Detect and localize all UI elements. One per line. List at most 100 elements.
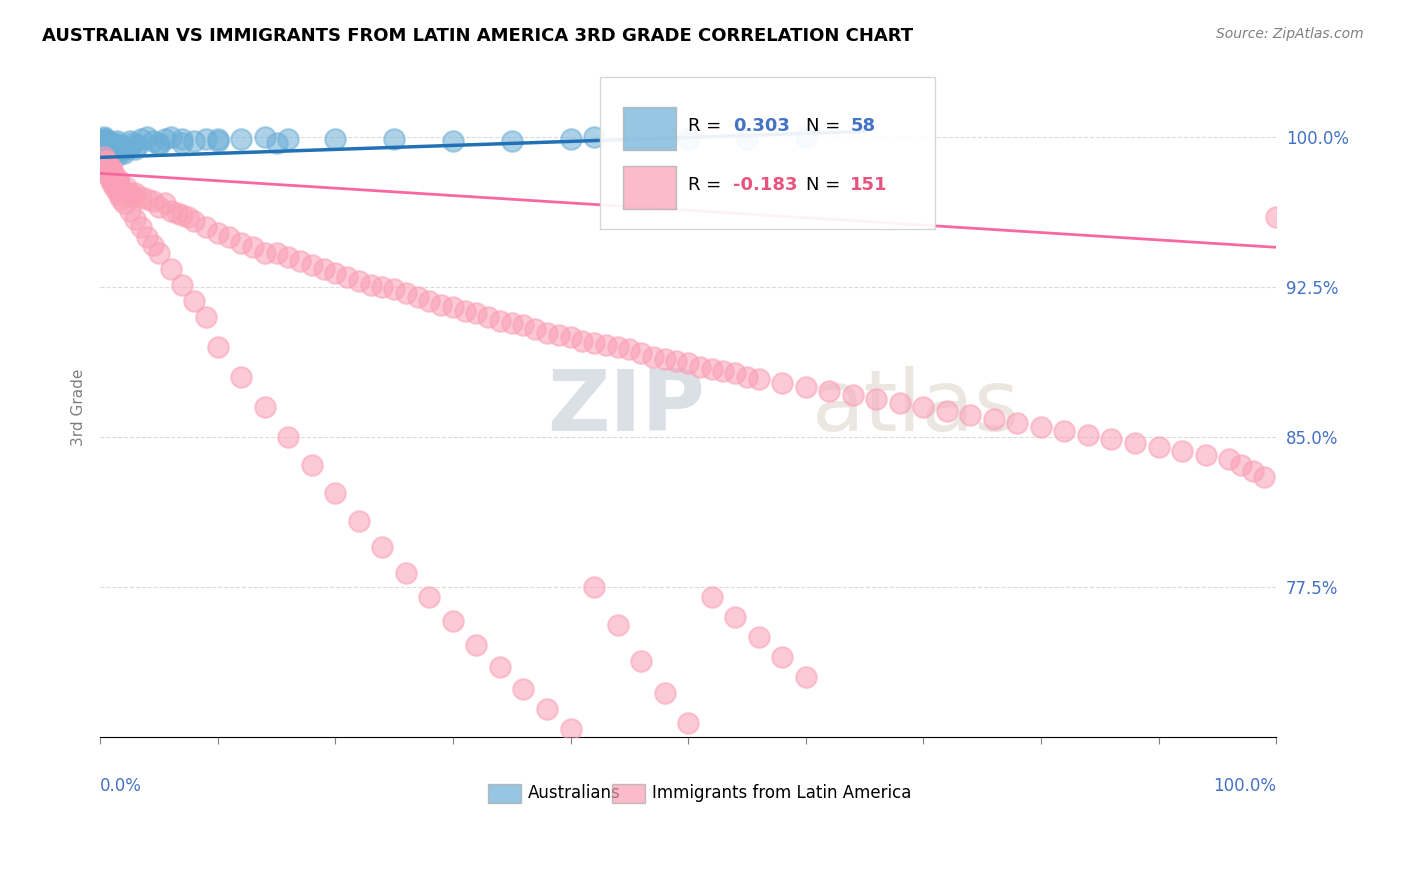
Point — [97, 158, 120, 172]
Point — [100, 166, 122, 180]
Point — [301, 258, 323, 272]
Point — [371, 540, 394, 554]
Point — [148, 138, 170, 153]
Point — [347, 274, 370, 288]
Point — [159, 130, 181, 145]
Point — [395, 286, 418, 301]
Point — [118, 204, 141, 219]
Point — [124, 212, 146, 227]
Point — [100, 174, 122, 188]
Text: atlas: atlas — [811, 366, 1019, 449]
Point — [935, 404, 957, 418]
Point — [770, 650, 793, 665]
Point — [177, 211, 200, 225]
Point — [93, 150, 115, 164]
Point — [101, 138, 124, 153]
Point — [136, 230, 159, 244]
Point — [100, 136, 122, 151]
Point — [501, 316, 523, 330]
Point — [489, 660, 512, 674]
Point — [110, 145, 132, 159]
Point — [1053, 424, 1076, 438]
Point — [323, 266, 346, 280]
Point — [253, 130, 276, 145]
Point — [1123, 436, 1146, 450]
Point — [153, 132, 176, 146]
Point — [360, 278, 382, 293]
Point — [207, 227, 229, 241]
Point — [713, 364, 735, 378]
Point — [676, 356, 699, 370]
Point — [865, 392, 887, 407]
Point — [312, 262, 335, 277]
Text: Source: ZipAtlas.com: Source: ZipAtlas.com — [1216, 27, 1364, 41]
Point — [1171, 444, 1194, 458]
Point — [1147, 440, 1170, 454]
Point — [104, 136, 127, 151]
Point — [108, 142, 131, 156]
Point — [103, 142, 125, 156]
Point — [172, 132, 194, 146]
Point — [194, 310, 217, 325]
Point — [700, 362, 723, 376]
Point — [676, 132, 699, 146]
Point — [1007, 416, 1029, 430]
Point — [94, 132, 117, 146]
Point — [105, 178, 128, 193]
Point — [889, 396, 911, 410]
Point — [107, 174, 129, 188]
Point — [794, 130, 817, 145]
Text: 151: 151 — [851, 176, 889, 194]
Point — [124, 186, 146, 201]
Point — [1194, 448, 1216, 462]
Point — [277, 250, 299, 264]
Point — [606, 618, 628, 632]
Point — [595, 338, 617, 352]
Point — [794, 670, 817, 684]
Point — [441, 300, 464, 314]
Point — [619, 343, 641, 357]
Point — [183, 294, 205, 309]
Point — [122, 190, 145, 204]
Point — [1101, 432, 1123, 446]
Point — [98, 142, 121, 156]
Point — [136, 192, 159, 206]
Point — [94, 138, 117, 153]
Point — [583, 336, 606, 351]
Point — [724, 366, 747, 380]
Point — [770, 376, 793, 391]
Point — [606, 340, 628, 354]
Point — [277, 430, 299, 444]
Point — [406, 290, 429, 304]
Point — [118, 140, 141, 154]
Point — [94, 154, 117, 169]
Point — [104, 170, 127, 185]
Point — [560, 330, 582, 344]
Point — [560, 722, 582, 736]
Point — [1218, 452, 1240, 467]
Point — [108, 180, 131, 194]
Text: ZIP: ZIP — [547, 366, 704, 449]
Point — [153, 196, 176, 211]
Point — [96, 136, 118, 151]
Point — [96, 166, 118, 180]
Point — [112, 185, 135, 199]
Point — [441, 614, 464, 628]
Point — [1241, 464, 1264, 478]
Text: Australians: Australians — [529, 784, 621, 802]
Text: N =: N = — [806, 176, 846, 194]
Point — [465, 638, 488, 652]
Point — [194, 220, 217, 235]
Point — [547, 328, 569, 343]
Point — [524, 322, 547, 336]
Point — [110, 182, 132, 196]
Point — [97, 162, 120, 177]
Point — [665, 354, 688, 368]
Point — [465, 306, 488, 320]
Text: 0.0%: 0.0% — [100, 777, 142, 795]
Point — [676, 716, 699, 731]
Point — [94, 154, 117, 169]
Point — [336, 270, 359, 285]
Point — [136, 130, 159, 145]
Point — [418, 590, 440, 604]
